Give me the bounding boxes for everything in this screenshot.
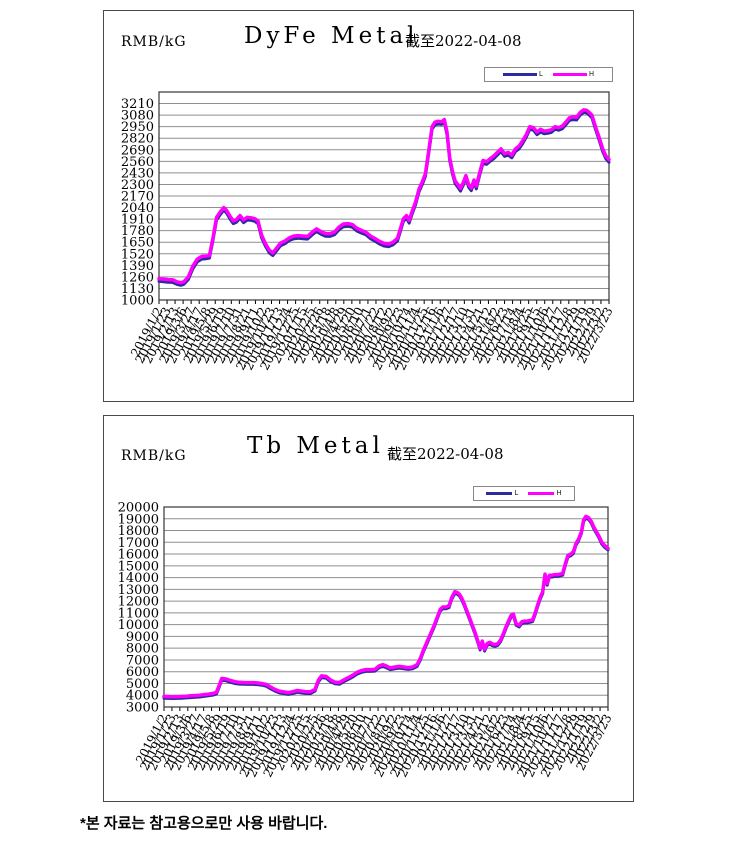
legend-entry-low: L [486,490,518,497]
y-tick-label: 1520 [121,247,154,262]
legend-label: H [556,489,562,497]
y-tick-label: 1390 [121,259,154,274]
y-tick-label: 1130 [121,282,154,297]
dyfe-plot-area: 3210308029502820269025602430230021702040… [121,91,616,372]
legend: L H [484,67,613,82]
y-tick-label: 13000 [118,583,159,598]
legend-line-swatch [552,73,587,76]
legend-entry-high: H [552,70,595,78]
y-tick-label: 5000 [126,677,159,692]
legend-line-swatch [502,73,537,76]
y-tick-label: 8000 [126,642,159,657]
legend-line-swatch [528,492,555,495]
y-tick-label: 2300 [121,178,154,193]
disclaimer-note: *본 자료는 참고용으로만 사용 바랍니다. [80,815,328,832]
y-tick-label: 16000 [118,548,159,563]
y-tick-label: 20000 [118,501,159,516]
y-axis-unit-label: RMB/kG [121,448,187,464]
y-tick-label: 2820 [121,132,154,147]
y-tick-label: 15000 [118,559,159,574]
legend-entry-low: L [502,70,543,78]
y-tick-label: 3080 [121,109,154,124]
as-of-date-label: 截至2022-04-08 [387,445,504,463]
y-tick-label: 10000 [118,618,159,633]
y-tick-label: 11000 [118,606,159,621]
legend-label: H [588,70,595,78]
legend: L H [473,486,575,501]
dyfe-chart-panel: RMB/kG DyFe Metal 截至2022-04-08 L H 3210 3… [103,10,634,402]
legend-label: L [538,70,543,78]
series-line-h [162,514,610,699]
y-tick-label: 2560 [121,155,154,170]
plot-border [158,91,610,301]
y-tick-label: 17000 [118,536,159,551]
legend-label: L [514,489,519,497]
series-line-h [157,108,611,285]
y-tick-label: 1650 [121,236,154,251]
y-tick-label: 18000 [118,524,159,539]
y-tick-label: 19000 [118,512,159,527]
y-tick-label: 9000 [126,630,159,645]
y-tick-label: 14000 [118,571,159,586]
y-tick-label: 6000 [126,665,159,680]
y-axis-unit-label: RMB/kG [121,34,187,50]
chart-title: DyFe Metal [244,23,419,49]
y-tick-label: 3210 [121,97,154,112]
y-tick-label: 4000 [126,689,159,704]
y-tick-label: 2040 [121,201,154,216]
chart-title: Tb Metal [247,433,384,459]
y-tick-label: 2170 [121,190,154,205]
tb-plot-area: 2000019000180001700016000150001400013000… [118,501,615,780]
y-tick-label: 1000 [121,294,154,309]
y-tick-label: 7000 [126,653,159,668]
y-tick-label: 1780 [121,224,154,239]
legend-line-swatch [486,492,513,495]
y-tick-label: 2690 [121,143,154,158]
plot-border [163,506,609,708]
y-tick-label: 12000 [118,595,159,610]
as-of-date-label: 截至2022-04-08 [405,32,522,50]
y-tick-label: 1260 [121,270,154,285]
y-tick-label: 2430 [121,166,154,181]
tb-chart-panel: RMB/kG Tb Metal 截至2022-04-08 L H 20000 19… [103,415,634,802]
y-tick-label: 2950 [121,120,154,135]
y-tick-label: 3000 [126,701,159,716]
y-tick-label: 1910 [121,213,154,228]
legend-entry-high: H [528,489,562,497]
